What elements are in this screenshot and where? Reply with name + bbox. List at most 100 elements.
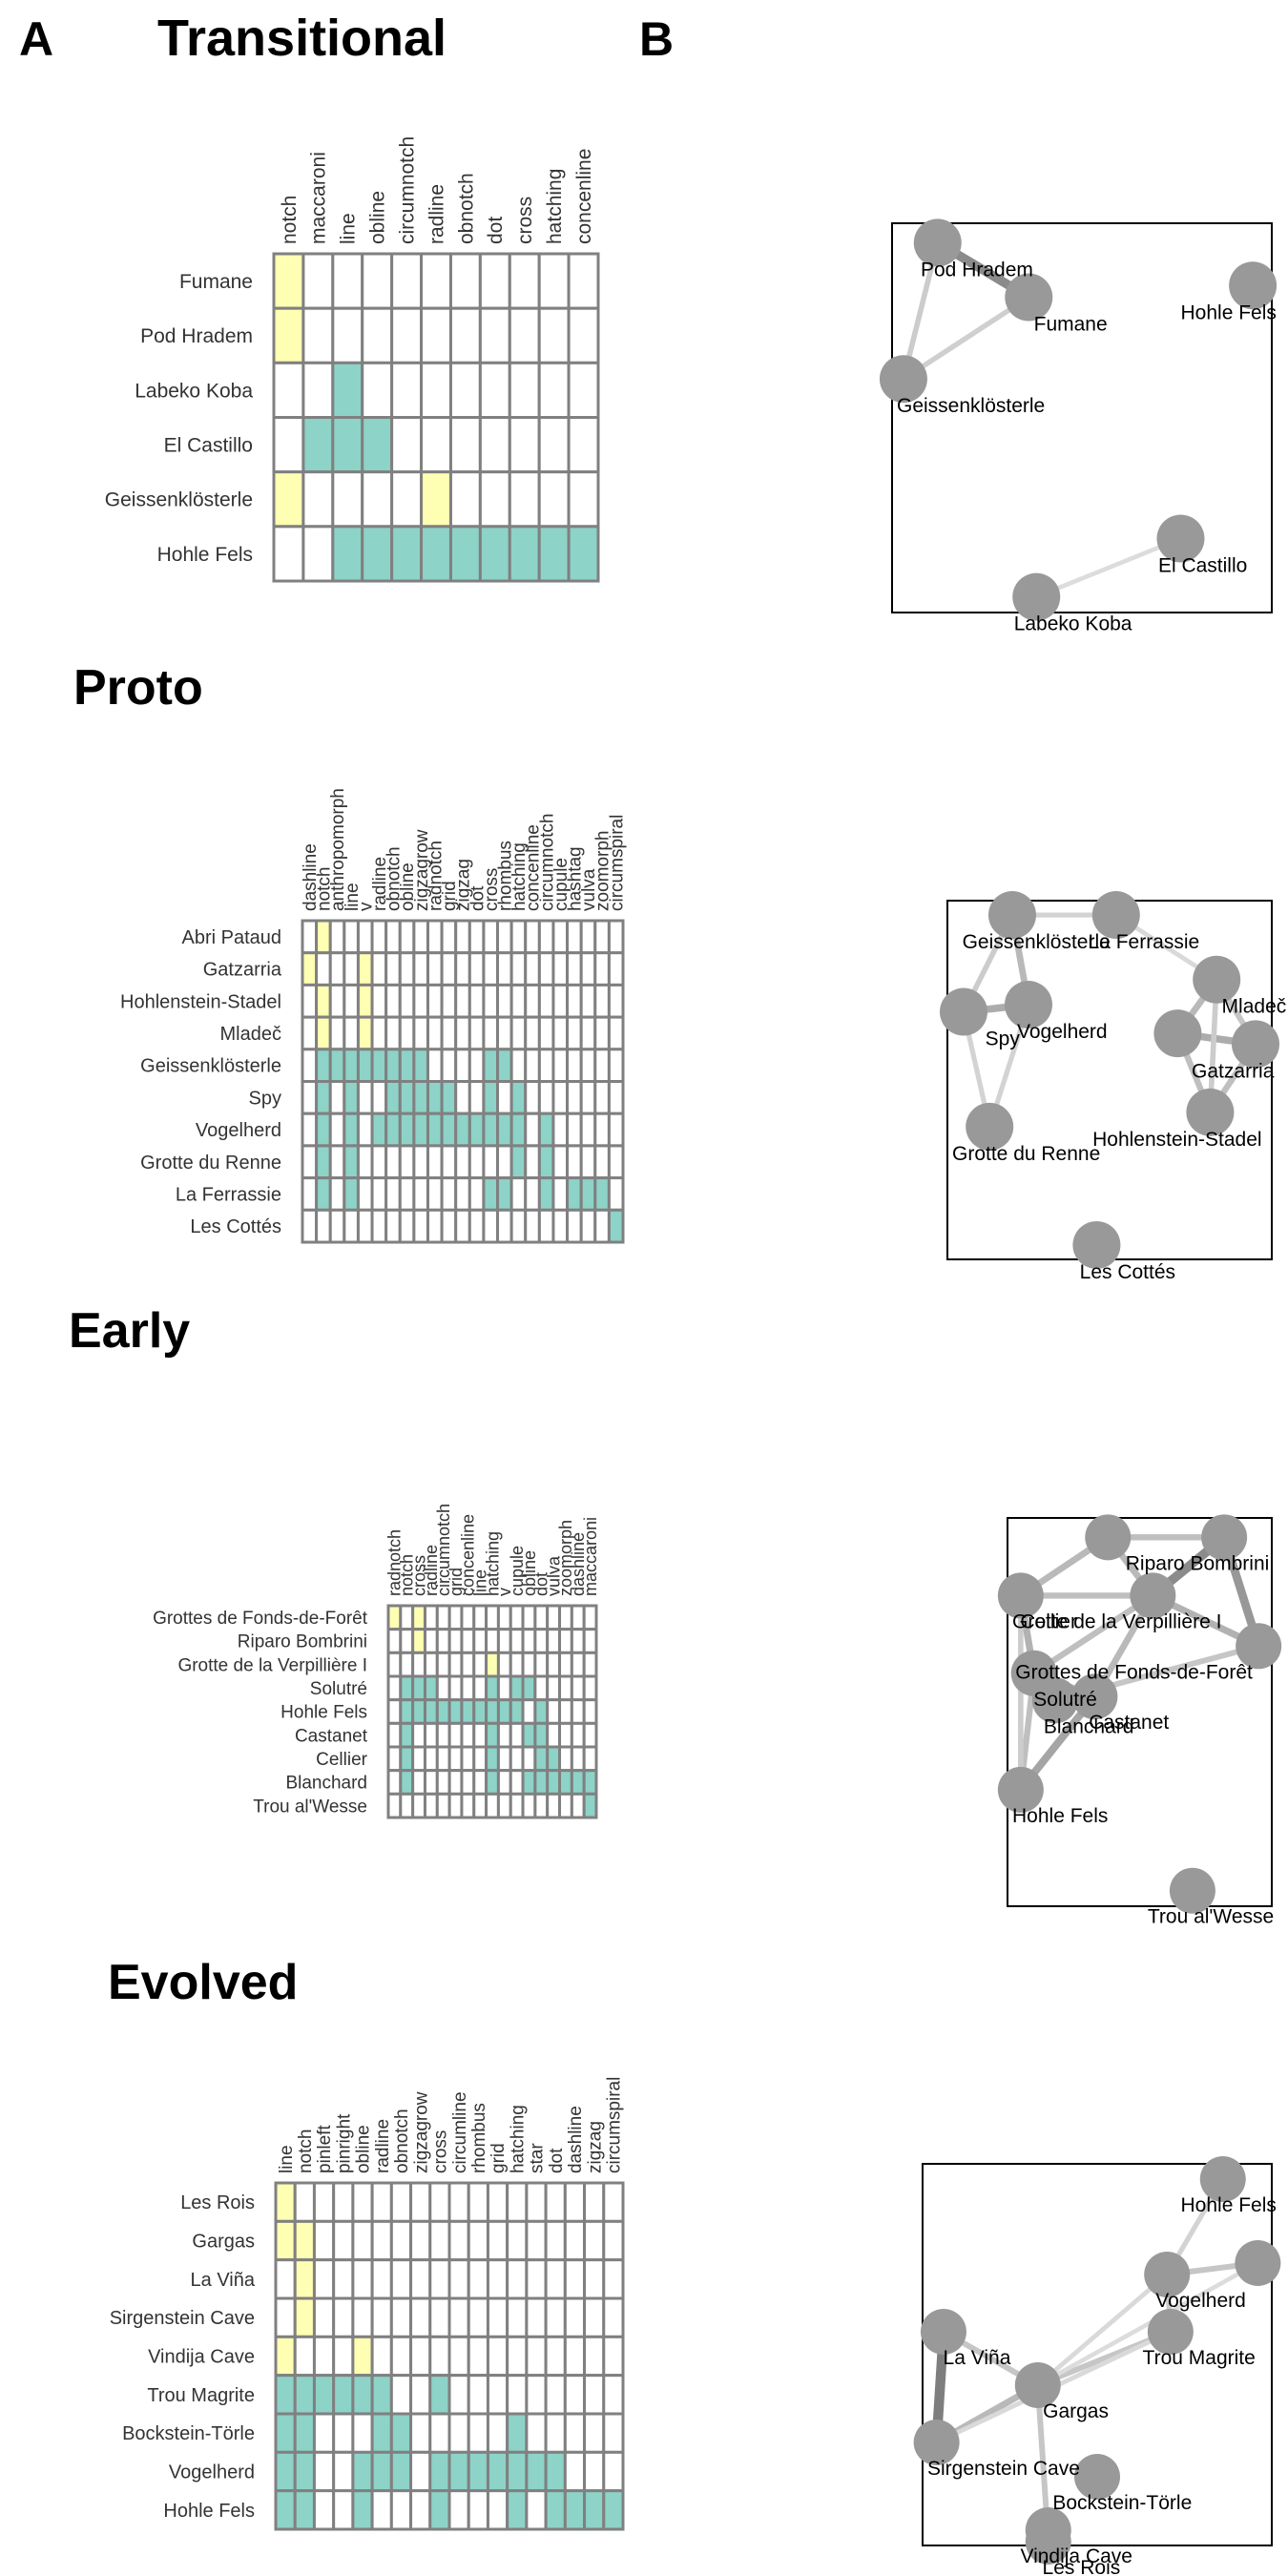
network-node [1071, 1673, 1118, 1720]
heatmap-cell [409, 2489, 432, 2531]
heatmap-cell [486, 2181, 509, 2223]
heatmap-cell [521, 1628, 537, 1654]
row-label: Riparo Bombrini [238, 1632, 367, 1652]
heatmap-cell [582, 1721, 598, 1749]
heatmap-cell [412, 1144, 429, 1180]
row-label: Abri Pataud [181, 927, 281, 948]
heatmap-cell [558, 1721, 573, 1749]
heatmap-cell [440, 1080, 458, 1115]
heatmap-cell [546, 1604, 562, 1631]
heatmap-cell [583, 2489, 606, 2531]
column-label: cupule [551, 858, 571, 911]
heatmap-cell [579, 1208, 597, 1244]
row-label: Les Rois [180, 2192, 255, 2213]
network: Pod Hradem Fumane Hohle Fels Geissenklöster… [879, 218, 1278, 635]
heatmap-cell [272, 525, 305, 583]
heatmap-cell [428, 2412, 451, 2454]
heatmap-cell [370, 1048, 388, 1084]
row-label: Labeko Koba [135, 380, 253, 402]
heatmap-cell [440, 1015, 458, 1051]
heatmap-cell [328, 1015, 346, 1051]
heatmap-cell [426, 1015, 444, 1051]
heatmap-cell [389, 2335, 413, 2378]
row-label: Les Cottés [190, 1216, 281, 1237]
panel-early: Early radnotchnotchcrossradlinecircumnotc… [69, 1303, 1282, 1928]
column-label: vulva [579, 868, 599, 911]
heatmap-cell [423, 1721, 439, 1749]
heatmap-cell [386, 1721, 403, 1749]
heatmap-cell [312, 2258, 336, 2300]
heatmap-cell [301, 951, 319, 987]
heatmap: dashlinenotchanthropomorphlinevradlineob… [120, 788, 627, 1244]
heatmap-cell [496, 1208, 513, 1244]
heatmap-cell [467, 1176, 486, 1212]
heatmap-cell [582, 1792, 598, 1819]
heatmap-cell [496, 1792, 512, 1819]
network-node [1153, 1009, 1202, 1058]
row-label: La Ferrassie [176, 1184, 281, 1205]
row-label: Grotte du Renne [140, 1153, 281, 1174]
heatmap-cell [386, 1651, 403, 1678]
heatmap-cell [386, 1769, 403, 1796]
heatmap-cell [521, 1745, 537, 1773]
heatmap-cell [593, 951, 611, 987]
heatmap-cell [579, 1144, 597, 1180]
column-label: circumline [450, 2091, 470, 2173]
heatmap-cell [370, 2450, 393, 2493]
heatmap-cell [398, 1144, 416, 1180]
heatmap-cell [370, 2374, 393, 2416]
heatmap-cell [533, 1674, 550, 1702]
heatmap-cell [272, 470, 305, 529]
network-node-label: Fumane [1034, 314, 1108, 336]
heatmap-cell [486, 2219, 509, 2262]
heatmap-cell [509, 1792, 525, 1819]
heatmap-cell [332, 2181, 355, 2223]
heatmap-cell [384, 1048, 402, 1084]
heatmap-cell [411, 1721, 426, 1749]
column-label: v [356, 902, 376, 911]
heatmap-cell [411, 1792, 426, 1819]
heatmap-cell [447, 2450, 470, 2493]
column-label: v [495, 1588, 514, 1596]
heatmap-cell [478, 525, 511, 583]
column-label: line [470, 1569, 489, 1596]
heatmap-cell [351, 2450, 374, 2493]
network-node [913, 2420, 960, 2465]
heatmap-cell [509, 983, 528, 1019]
heatmap-cell [389, 2412, 413, 2454]
heatmap-cell [448, 470, 482, 529]
heatmap-cell [551, 1048, 570, 1084]
heatmap-cell [361, 416, 394, 474]
column-label: cupule [508, 1546, 527, 1596]
column-label: pinright [334, 2113, 354, 2173]
panel-title: Early [69, 1303, 190, 1359]
heatmap-cell [472, 1628, 488, 1654]
heatmap-cell [537, 919, 555, 955]
network-node-label: Trou Magrite [1143, 2347, 1256, 2369]
heatmap-cell [356, 983, 374, 1019]
heatmap-cell [370, 1144, 388, 1180]
heatmap-cell [411, 1674, 426, 1702]
heatmap-cell [472, 1745, 488, 1773]
column-label: vulva [544, 1555, 563, 1596]
row-label: Fumane [179, 271, 253, 293]
heatmap-cell [361, 306, 394, 364]
column-label: circumspiral [607, 815, 627, 911]
heatmap-cell [546, 1628, 562, 1654]
network-edge [901, 294, 1032, 382]
heatmap-cell [582, 1698, 598, 1725]
row-label: Blanchard [285, 1774, 367, 1794]
heatmap-cell [399, 1769, 415, 1796]
column-label: concenline [573, 149, 595, 244]
heatmap-cell [467, 1144, 486, 1180]
column-label: radnotch [385, 1529, 405, 1596]
network-edge [1030, 1592, 1156, 1677]
heatmap-cell [409, 2412, 432, 2454]
network-node-label: Gargas [1043, 2400, 1109, 2422]
heatmap-cell [482, 983, 500, 1019]
heatmap-cell [567, 361, 600, 420]
heatmap-cell [384, 1111, 402, 1148]
heatmap-cell [398, 983, 416, 1019]
heatmap-cell [506, 2374, 529, 2416]
network-node-label: Spy [986, 1028, 1021, 1050]
